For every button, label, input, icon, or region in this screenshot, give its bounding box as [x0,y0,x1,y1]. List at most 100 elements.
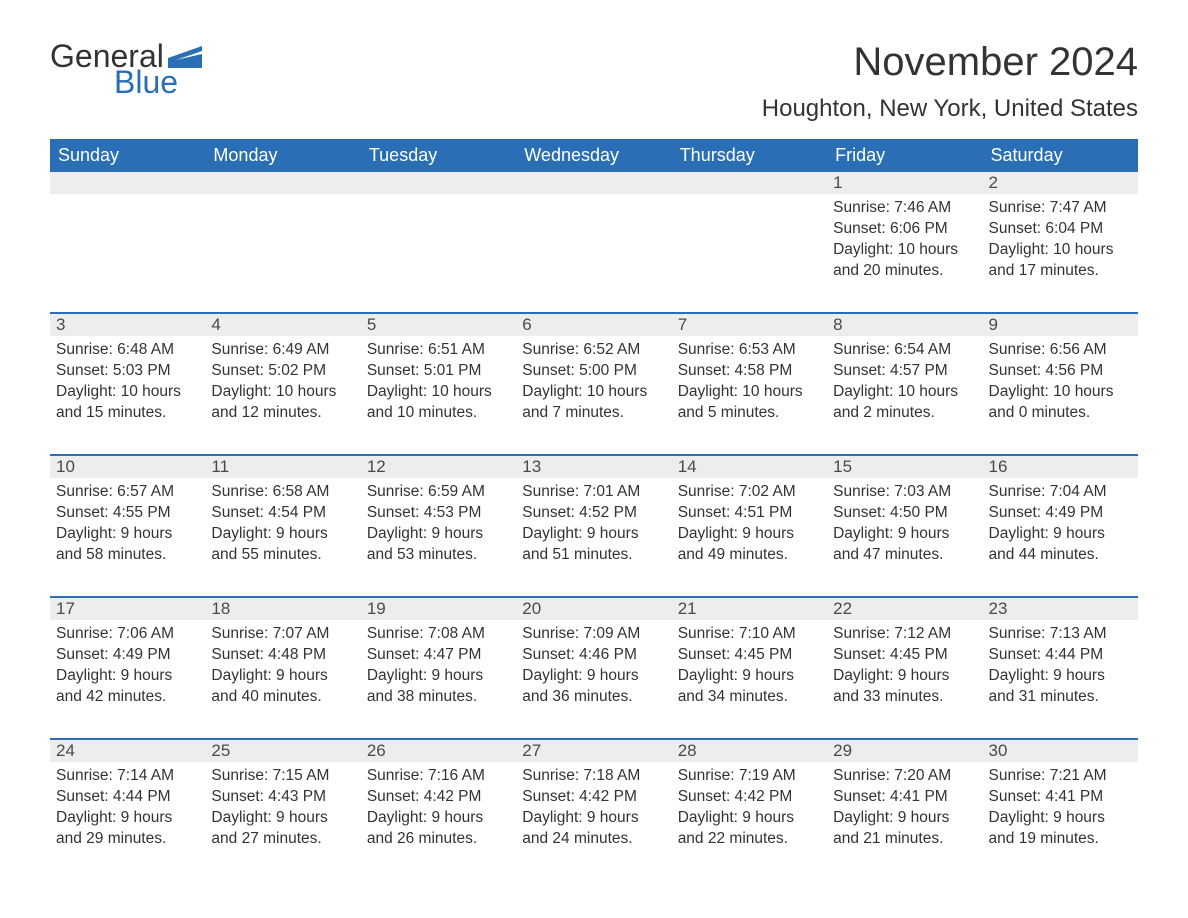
day-sunset: Sunset: 5:01 PM [367,361,510,382]
day-number [672,172,827,194]
day-number [205,172,360,194]
day-details: Sunrise: 7:19 AMSunset: 4:42 PMDaylight:… [672,762,827,854]
day-number [516,172,671,194]
week-row: 1Sunrise: 7:46 AMSunset: 6:06 PMDaylight… [50,172,1138,292]
day-cell: 16Sunrise: 7:04 AMSunset: 4:49 PMDayligh… [983,456,1138,576]
day-daylight2: and 40 minutes. [211,687,354,708]
day-details: Sunrise: 6:48 AMSunset: 5:03 PMDaylight:… [50,336,205,428]
day-sunset: Sunset: 6:04 PM [989,219,1132,240]
day-daylight1: Daylight: 10 hours [56,382,199,403]
day-cell: 30Sunrise: 7:21 AMSunset: 4:41 PMDayligh… [983,740,1138,860]
day-daylight2: and 29 minutes. [56,829,199,850]
day-details: Sunrise: 7:15 AMSunset: 4:43 PMDaylight:… [205,762,360,854]
day-daylight1: Daylight: 9 hours [678,808,821,829]
day-sunrise: Sunrise: 7:16 AM [367,766,510,787]
day-daylight1: Daylight: 9 hours [833,666,976,687]
day-sunset: Sunset: 4:45 PM [678,645,821,666]
day-daylight2: and 42 minutes. [56,687,199,708]
day-daylight2: and 15 minutes. [56,403,199,424]
day-sunrise: Sunrise: 6:58 AM [211,482,354,503]
day-cell: 26Sunrise: 7:16 AMSunset: 4:42 PMDayligh… [361,740,516,860]
day-number: 7 [672,314,827,336]
day-details: Sunrise: 7:12 AMSunset: 4:45 PMDaylight:… [827,620,982,712]
day-daylight1: Daylight: 9 hours [989,666,1132,687]
day-header-cell: Monday [205,139,360,172]
day-sunset: Sunset: 6:06 PM [833,219,976,240]
day-daylight1: Daylight: 9 hours [678,666,821,687]
day-details: Sunrise: 7:18 AMSunset: 4:42 PMDaylight:… [516,762,671,854]
day-sunset: Sunset: 4:57 PM [833,361,976,382]
day-daylight1: Daylight: 9 hours [522,808,665,829]
day-sunrise: Sunrise: 7:13 AM [989,624,1132,645]
day-number: 30 [983,740,1138,762]
day-cell: 3Sunrise: 6:48 AMSunset: 5:03 PMDaylight… [50,314,205,434]
day-daylight2: and 51 minutes. [522,545,665,566]
day-cell [672,172,827,292]
day-sunrise: Sunrise: 7:46 AM [833,198,976,219]
day-details: Sunrise: 6:58 AMSunset: 4:54 PMDaylight:… [205,478,360,570]
day-sunset: Sunset: 4:42 PM [678,787,821,808]
day-details: Sunrise: 6:59 AMSunset: 4:53 PMDaylight:… [361,478,516,570]
day-cell: 29Sunrise: 7:20 AMSunset: 4:41 PMDayligh… [827,740,982,860]
day-daylight1: Daylight: 9 hours [989,524,1132,545]
day-daylight1: Daylight: 9 hours [56,666,199,687]
day-daylight1: Daylight: 9 hours [678,524,821,545]
day-details: Sunrise: 7:20 AMSunset: 4:41 PMDaylight:… [827,762,982,854]
day-daylight2: and 27 minutes. [211,829,354,850]
day-cell: 19Sunrise: 7:08 AMSunset: 4:47 PMDayligh… [361,598,516,718]
day-number [50,172,205,194]
day-details: Sunrise: 6:49 AMSunset: 5:02 PMDaylight:… [205,336,360,428]
day-daylight1: Daylight: 10 hours [678,382,821,403]
day-cell: 6Sunrise: 6:52 AMSunset: 5:00 PMDaylight… [516,314,671,434]
day-daylight1: Daylight: 9 hours [56,524,199,545]
day-daylight1: Daylight: 9 hours [367,666,510,687]
day-daylight2: and 47 minutes. [833,545,976,566]
day-cell: 10Sunrise: 6:57 AMSunset: 4:55 PMDayligh… [50,456,205,576]
day-details: Sunrise: 7:01 AMSunset: 4:52 PMDaylight:… [516,478,671,570]
day-details: Sunrise: 6:57 AMSunset: 4:55 PMDaylight:… [50,478,205,570]
day-cell [205,172,360,292]
day-number: 29 [827,740,982,762]
day-header-cell: Sunday [50,139,205,172]
day-number: 20 [516,598,671,620]
day-cell: 27Sunrise: 7:18 AMSunset: 4:42 PMDayligh… [516,740,671,860]
weeks-container: 1Sunrise: 7:46 AMSunset: 6:06 PMDaylight… [50,172,1138,860]
day-number: 18 [205,598,360,620]
day-sunset: Sunset: 4:49 PM [989,503,1132,524]
day-sunrise: Sunrise: 6:57 AM [56,482,199,503]
day-sunset: Sunset: 5:02 PM [211,361,354,382]
day-cell: 23Sunrise: 7:13 AMSunset: 4:44 PMDayligh… [983,598,1138,718]
week-row: 17Sunrise: 7:06 AMSunset: 4:49 PMDayligh… [50,596,1138,718]
day-cell: 2Sunrise: 7:47 AMSunset: 6:04 PMDaylight… [983,172,1138,292]
day-daylight1: Daylight: 9 hours [833,524,976,545]
day-daylight2: and 17 minutes. [989,261,1132,282]
day-sunset: Sunset: 4:54 PM [211,503,354,524]
day-cell [50,172,205,292]
day-daylight2: and 33 minutes. [833,687,976,708]
day-sunrise: Sunrise: 7:09 AM [522,624,665,645]
day-sunset: Sunset: 4:42 PM [522,787,665,808]
day-sunrise: Sunrise: 7:07 AM [211,624,354,645]
day-cell: 11Sunrise: 6:58 AMSunset: 4:54 PMDayligh… [205,456,360,576]
day-sunrise: Sunrise: 7:47 AM [989,198,1132,219]
day-cell: 12Sunrise: 6:59 AMSunset: 4:53 PMDayligh… [361,456,516,576]
day-sunset: Sunset: 5:00 PM [522,361,665,382]
day-cell [361,172,516,292]
day-sunset: Sunset: 4:42 PM [367,787,510,808]
page-subtitle: Houghton, New York, United States [762,95,1138,123]
day-cell: 8Sunrise: 6:54 AMSunset: 4:57 PMDaylight… [827,314,982,434]
week-row: 24Sunrise: 7:14 AMSunset: 4:44 PMDayligh… [50,738,1138,860]
header: General Blue November 2024 Houghton, New… [50,40,1138,123]
day-number: 12 [361,456,516,478]
day-daylight2: and 19 minutes. [989,829,1132,850]
day-sunset: Sunset: 4:52 PM [522,503,665,524]
day-daylight2: and 21 minutes. [833,829,976,850]
day-cell: 13Sunrise: 7:01 AMSunset: 4:52 PMDayligh… [516,456,671,576]
day-sunrise: Sunrise: 6:53 AM [678,340,821,361]
day-sunrise: Sunrise: 7:18 AM [522,766,665,787]
day-header-row: SundayMondayTuesdayWednesdayThursdayFrid… [50,139,1138,172]
day-header-cell: Saturday [983,139,1138,172]
day-number: 28 [672,740,827,762]
day-daylight1: Daylight: 9 hours [833,808,976,829]
day-sunset: Sunset: 4:41 PM [989,787,1132,808]
